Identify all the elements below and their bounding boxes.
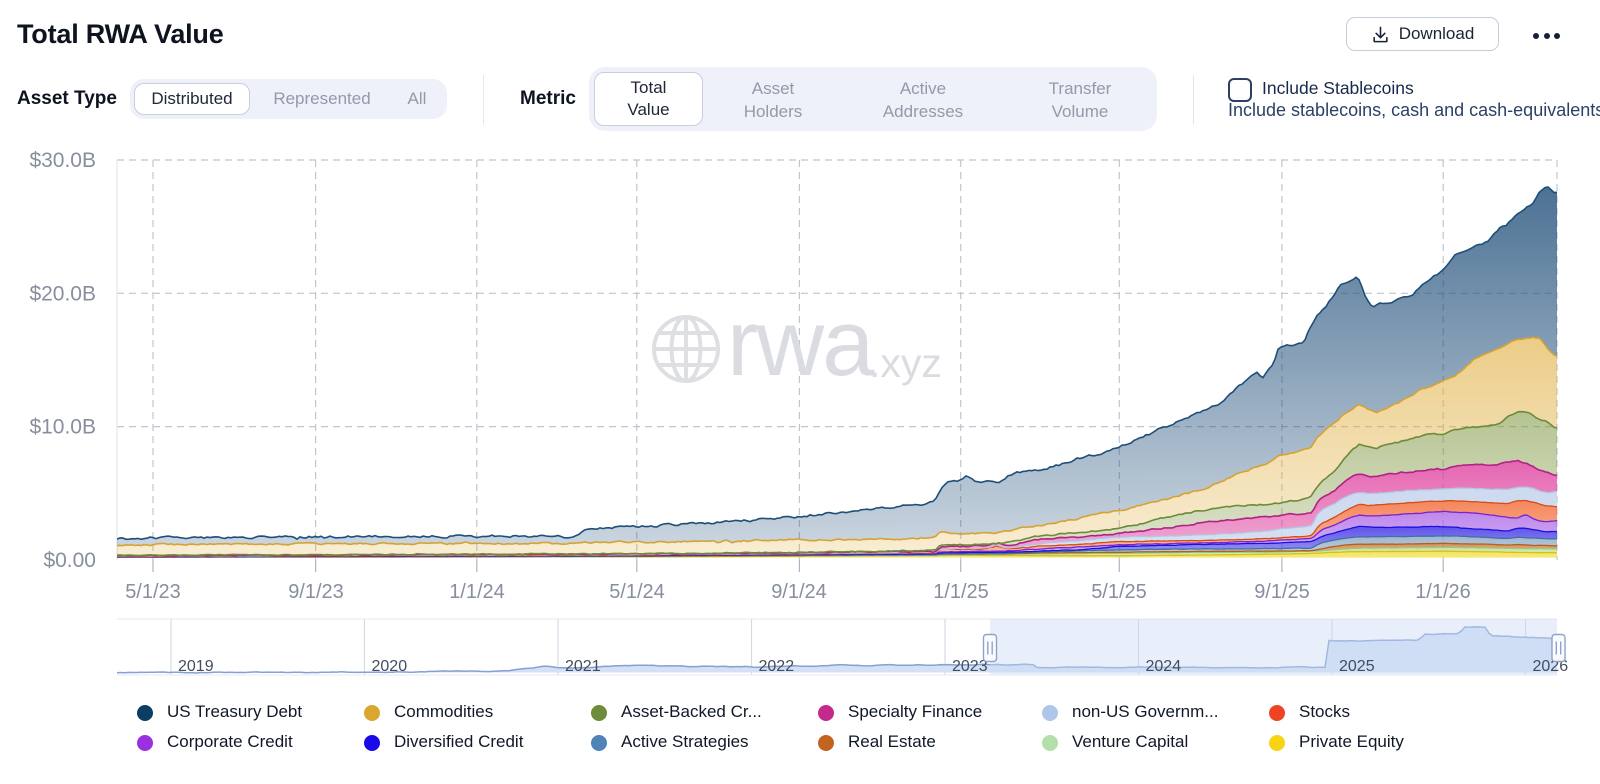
svg-text:1/1/25: 1/1/25: [933, 581, 989, 603]
svg-text:2025: 2025: [1339, 658, 1375, 675]
svg-text:$20.0B: $20.0B: [29, 282, 96, 305]
svg-text:5/1/25: 5/1/25: [1091, 581, 1147, 603]
svg-text:5/1/23: 5/1/23: [125, 581, 181, 603]
svg-text:2019: 2019: [178, 658, 214, 675]
svg-text:$0.00: $0.00: [43, 549, 96, 572]
svg-text:2023: 2023: [952, 658, 988, 675]
svg-text:9/1/23: 9/1/23: [288, 581, 344, 603]
svg-text:rwa: rwa: [727, 290, 875, 395]
svg-text:$30.0B: $30.0B: [29, 149, 96, 172]
svg-text:9/1/24: 9/1/24: [771, 581, 827, 603]
svg-text:2026: 2026: [1533, 658, 1569, 675]
svg-text:5/1/24: 5/1/24: [609, 581, 665, 603]
svg-text:2024: 2024: [1146, 658, 1182, 675]
svg-text:$10.0B: $10.0B: [29, 416, 96, 439]
svg-text:1/1/26: 1/1/26: [1415, 581, 1471, 603]
svg-text:2020: 2020: [372, 658, 408, 675]
svg-text:.xyz: .xyz: [869, 340, 942, 386]
svg-text:9/1/25: 9/1/25: [1254, 581, 1310, 603]
svg-text:2021: 2021: [565, 658, 601, 675]
svg-text:1/1/24: 1/1/24: [449, 581, 505, 603]
svg-text:2022: 2022: [759, 658, 795, 675]
